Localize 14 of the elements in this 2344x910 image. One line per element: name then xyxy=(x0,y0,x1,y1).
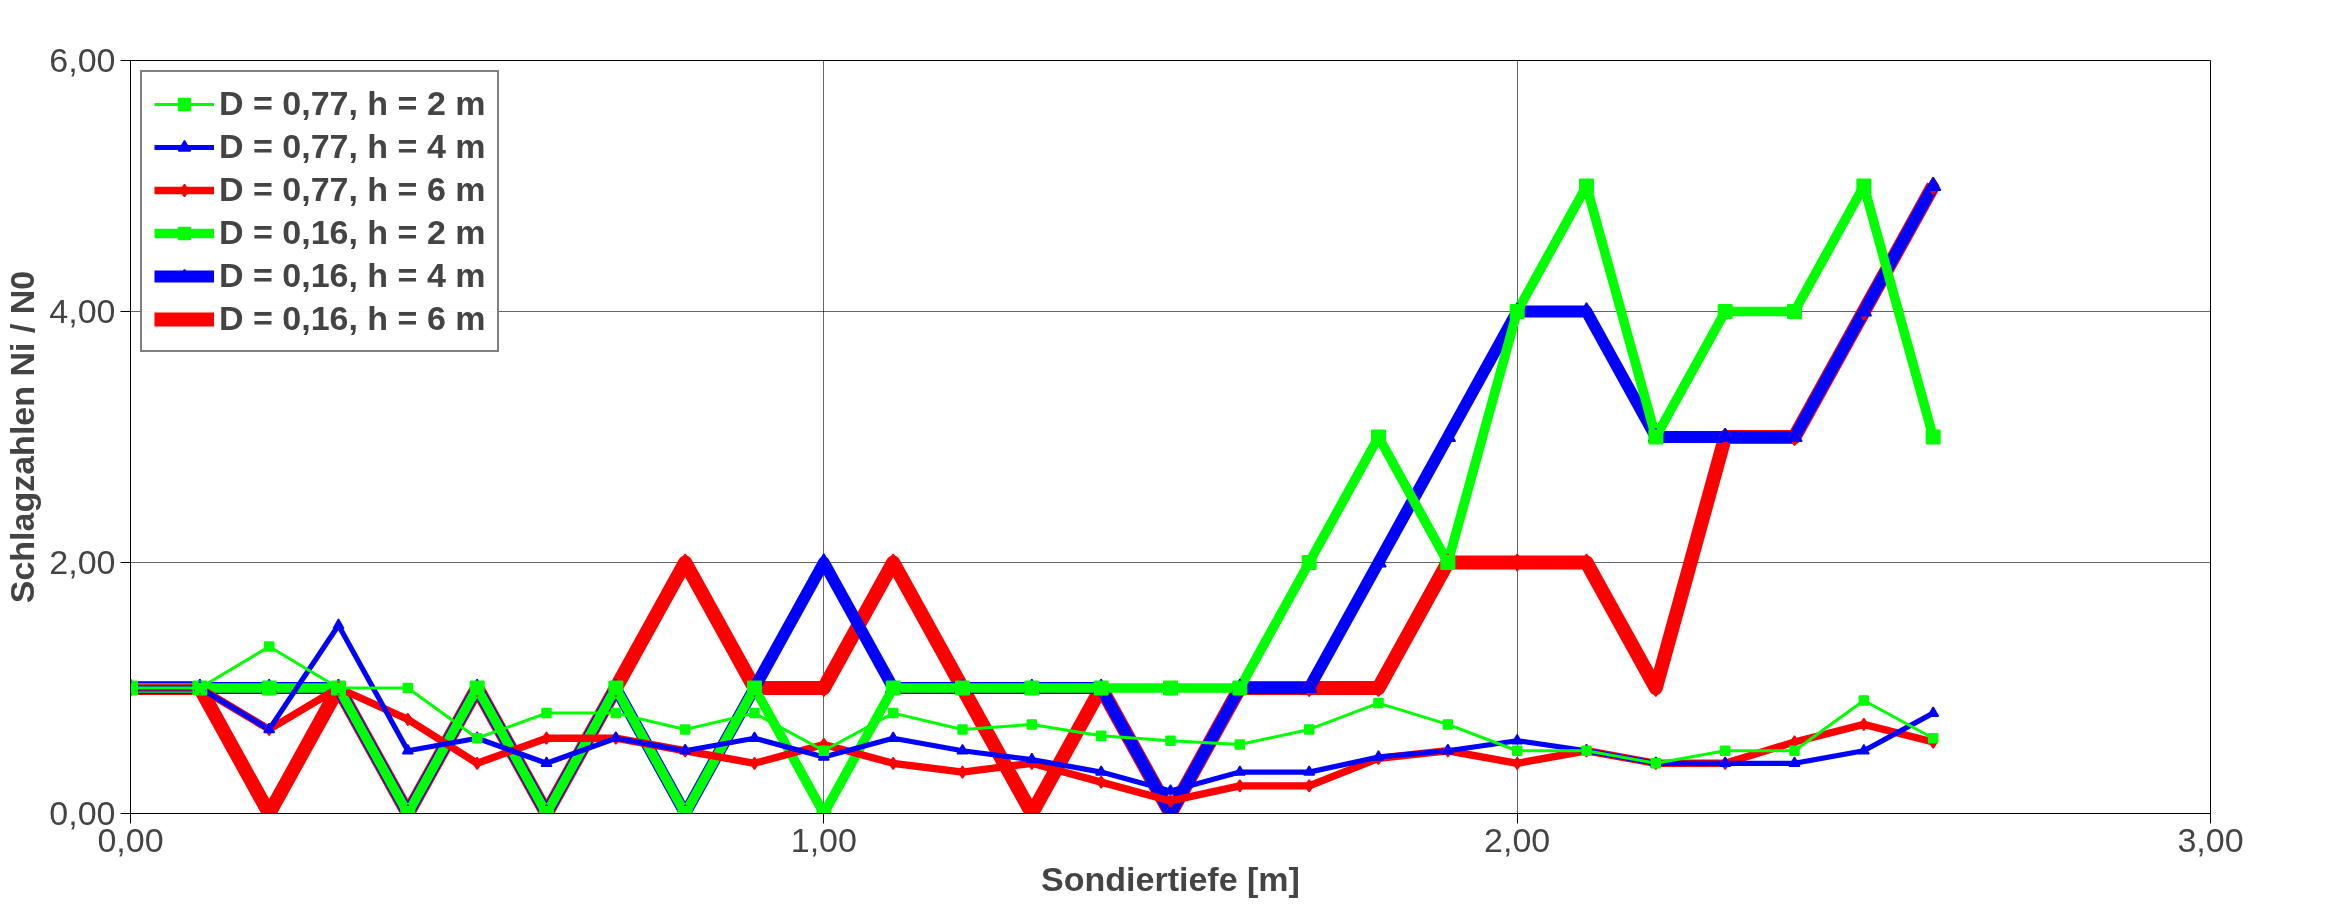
y-tick-label: 4,00 xyxy=(49,292,116,330)
x-axis-title: Sondiertiefe [m] xyxy=(1041,859,1300,898)
y-tick-label: 6,00 xyxy=(49,41,116,79)
legend-label: D = 0,77, h = 4 m xyxy=(219,127,486,166)
legend-label: D = 0,16, h = 4 m xyxy=(219,256,486,295)
legend-label: D = 0,77, h = 2 m xyxy=(219,84,486,123)
legend-label: D = 0,16, h = 2 m xyxy=(219,213,486,252)
legend-label: D = 0,16, h = 6 m xyxy=(219,299,486,338)
x-tick-label: 2,00 xyxy=(1484,820,1551,859)
x-tick-label: 3,00 xyxy=(2177,820,2244,859)
x-tick-label: 1,00 xyxy=(790,820,857,859)
y-tick-label: 2,00 xyxy=(49,543,116,581)
legend-label: D = 0,77, h = 6 m xyxy=(219,170,486,209)
y-axis-title: Schlagzahlen Ni / N0 xyxy=(3,270,42,604)
